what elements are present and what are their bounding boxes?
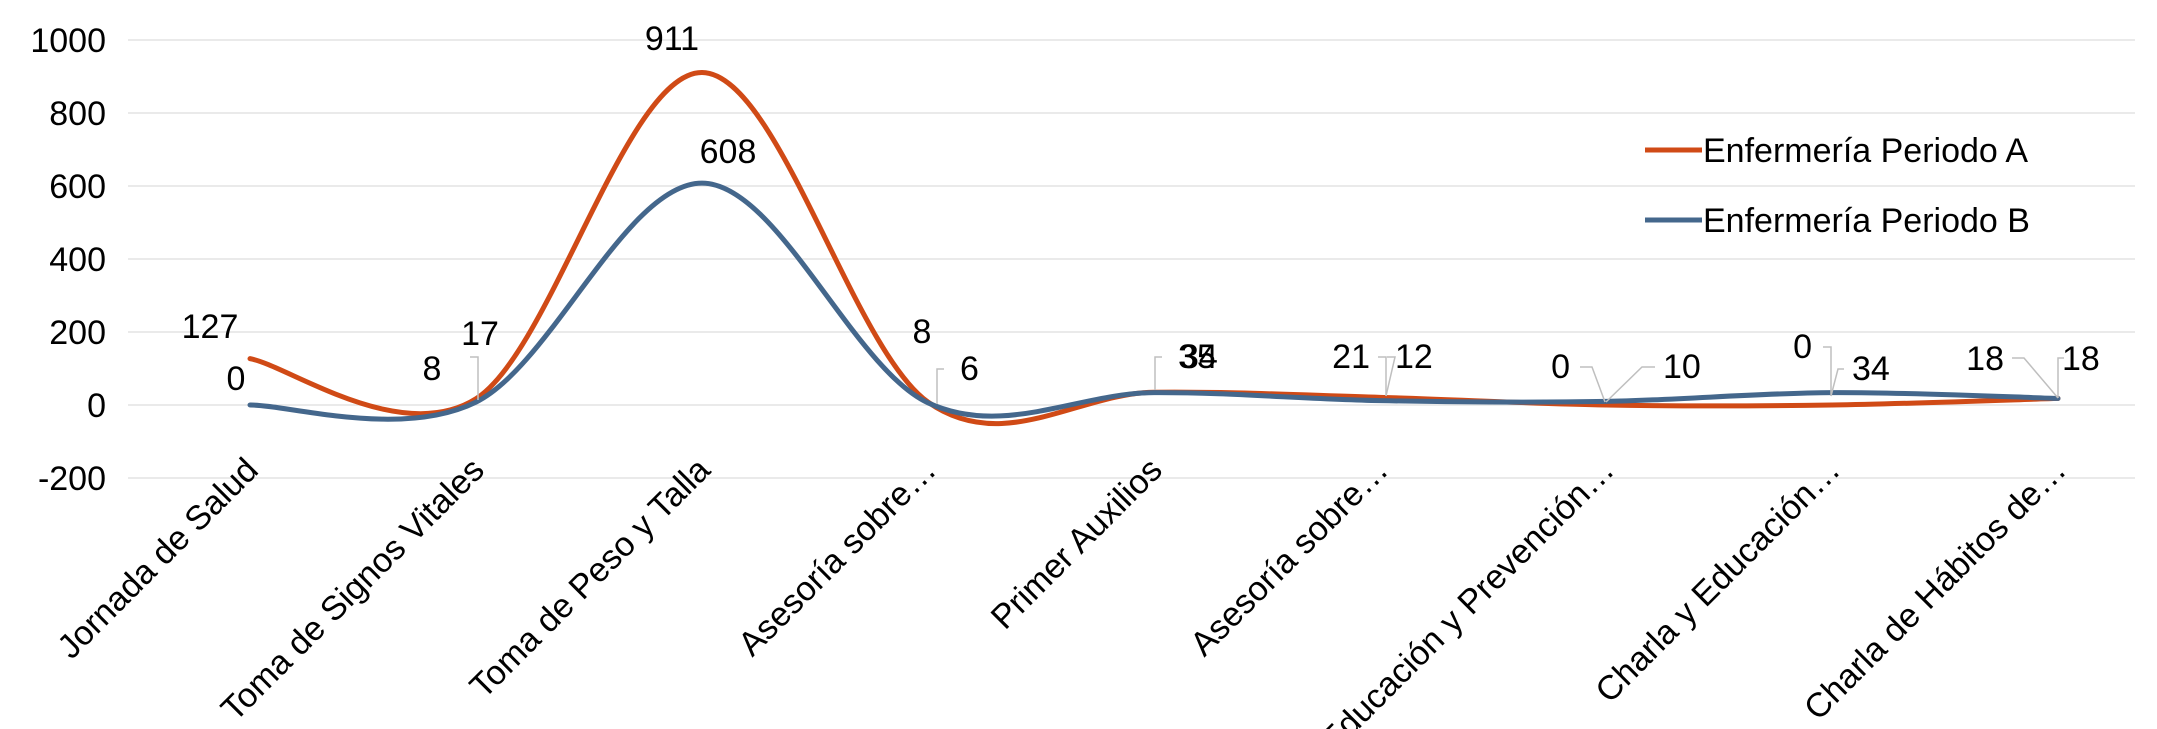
data-label: 0 — [227, 360, 246, 398]
x-tick-label: Toma de Signos Vitales — [214, 451, 492, 729]
data-label: 10 — [1663, 348, 1701, 386]
x-tick-label: Asesoría sobre… — [1183, 451, 1396, 664]
series-line-a — [247, 69, 2061, 427]
data-label: 18 — [1966, 340, 2004, 378]
leader-line — [1605, 366, 1655, 403]
x-tick-label: Asesoría sobre… — [731, 451, 944, 664]
leader-line — [936, 368, 944, 404]
y-tick-label: 800 — [49, 95, 106, 133]
y-tick-label: 400 — [49, 241, 106, 279]
legend-label: Enfermería Periodo B — [1703, 202, 2030, 240]
data-label: 35 — [1178, 338, 1216, 376]
leader-line — [470, 356, 479, 400]
leader-line — [1154, 356, 1162, 390]
x-tick-label: Charla de Hábitos de… — [1797, 451, 2074, 728]
data-label: 608 — [700, 133, 757, 171]
data-label: 18 — [2062, 340, 2100, 378]
series-line-b — [247, 180, 2061, 422]
data-label: 911 — [645, 20, 699, 58]
legend-label: Enfermería Periodo A — [1703, 132, 2028, 170]
y-axis: -200 0 200 400 600 800 1000 — [30, 22, 106, 498]
leader-line — [1378, 356, 1387, 396]
x-tick-label: Charla y Educación… — [1588, 451, 1847, 710]
y-tick-label: 200 — [49, 314, 106, 352]
leader-line — [1823, 346, 1832, 396]
leader-line — [2012, 357, 2059, 399]
data-label: 21 — [1332, 338, 1370, 376]
data-label: 34 — [1852, 350, 1890, 388]
data-label: 17 — [461, 315, 499, 353]
y-tick-label: 0 — [87, 387, 106, 425]
leader-line — [1385, 356, 1396, 397]
data-labels: 127 17 911 8 35 21 0 0 18 0 8 608 6 34 12 10 34 18 — [182, 20, 2100, 404]
y-tick-label: 600 — [49, 168, 106, 206]
data-label: 8 — [913, 313, 932, 351]
series-group — [247, 69, 2061, 427]
x-tick-label: Toma de Peso y Talla — [463, 451, 718, 706]
data-label: 0 — [1551, 348, 1570, 386]
y-tick-label: 1000 — [30, 22, 106, 60]
y-tick-label: -200 — [38, 460, 106, 498]
data-label: 127 — [182, 308, 239, 346]
data-label: 12 — [1395, 338, 1433, 376]
data-label: 0 — [1793, 328, 1812, 366]
data-label: 34 — [1180, 338, 1218, 376]
data-label: 6 — [960, 350, 979, 388]
legend-item-b[interactable]: Enfermería Periodo B — [1645, 202, 2030, 240]
legend-item-a[interactable]: Enfermería Periodo A — [1645, 132, 2028, 170]
leader-line — [2057, 357, 2064, 398]
leader-line — [1580, 366, 1606, 403]
leader-line — [1830, 368, 1844, 397]
data-label: 8 — [423, 350, 442, 388]
legend[interactable]: Enfermería Periodo A Enfermería Periodo B — [1645, 132, 2030, 240]
